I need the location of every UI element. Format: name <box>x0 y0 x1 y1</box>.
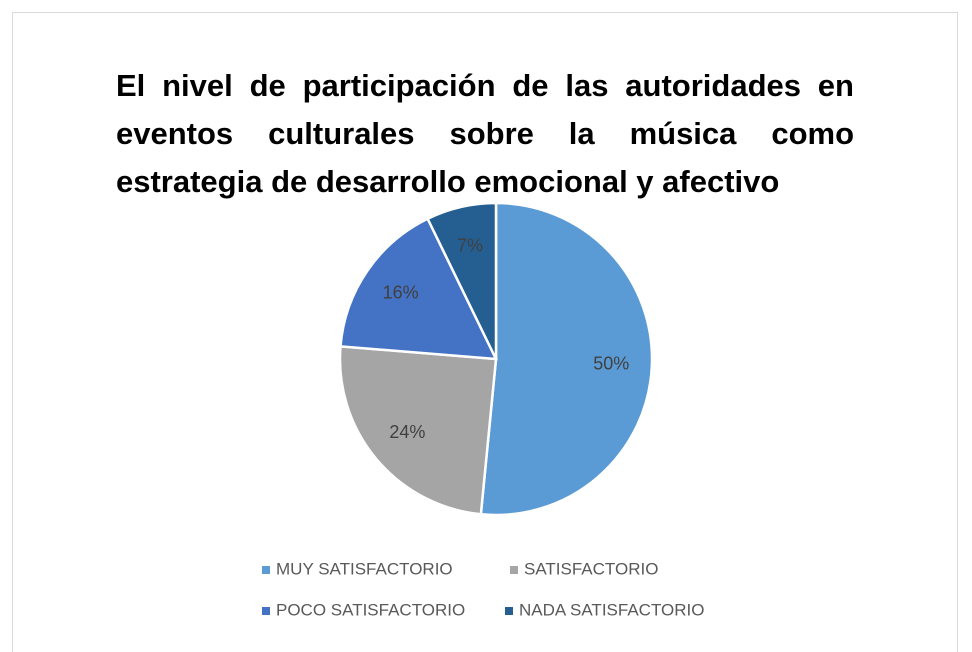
pie-slice <box>479 201 654 517</box>
data-label: 7% <box>457 235 483 255</box>
legend-label: POCO SATISFACTORIO <box>276 600 465 619</box>
legend-swatch <box>505 607 513 615</box>
pie-slice <box>425 201 498 360</box>
legend-label: SATISFACTORIO <box>524 559 658 578</box>
legend-swatch <box>510 566 518 574</box>
pie-slice <box>339 217 499 361</box>
legend-label: MUY SATISFACTORIO <box>276 559 453 578</box>
pie-slice <box>338 345 498 516</box>
legend-swatch <box>262 607 270 615</box>
data-label: 16% <box>383 283 419 303</box>
chart-title: El nivel de participación de las autorid… <box>116 68 854 199</box>
data-label: 50% <box>593 353 629 373</box>
legend-label: NADA SATISFACTORIO <box>519 600 704 619</box>
legend-swatch <box>262 566 270 574</box>
chart-frame <box>12 12 958 652</box>
data-label: 24% <box>389 422 425 442</box>
